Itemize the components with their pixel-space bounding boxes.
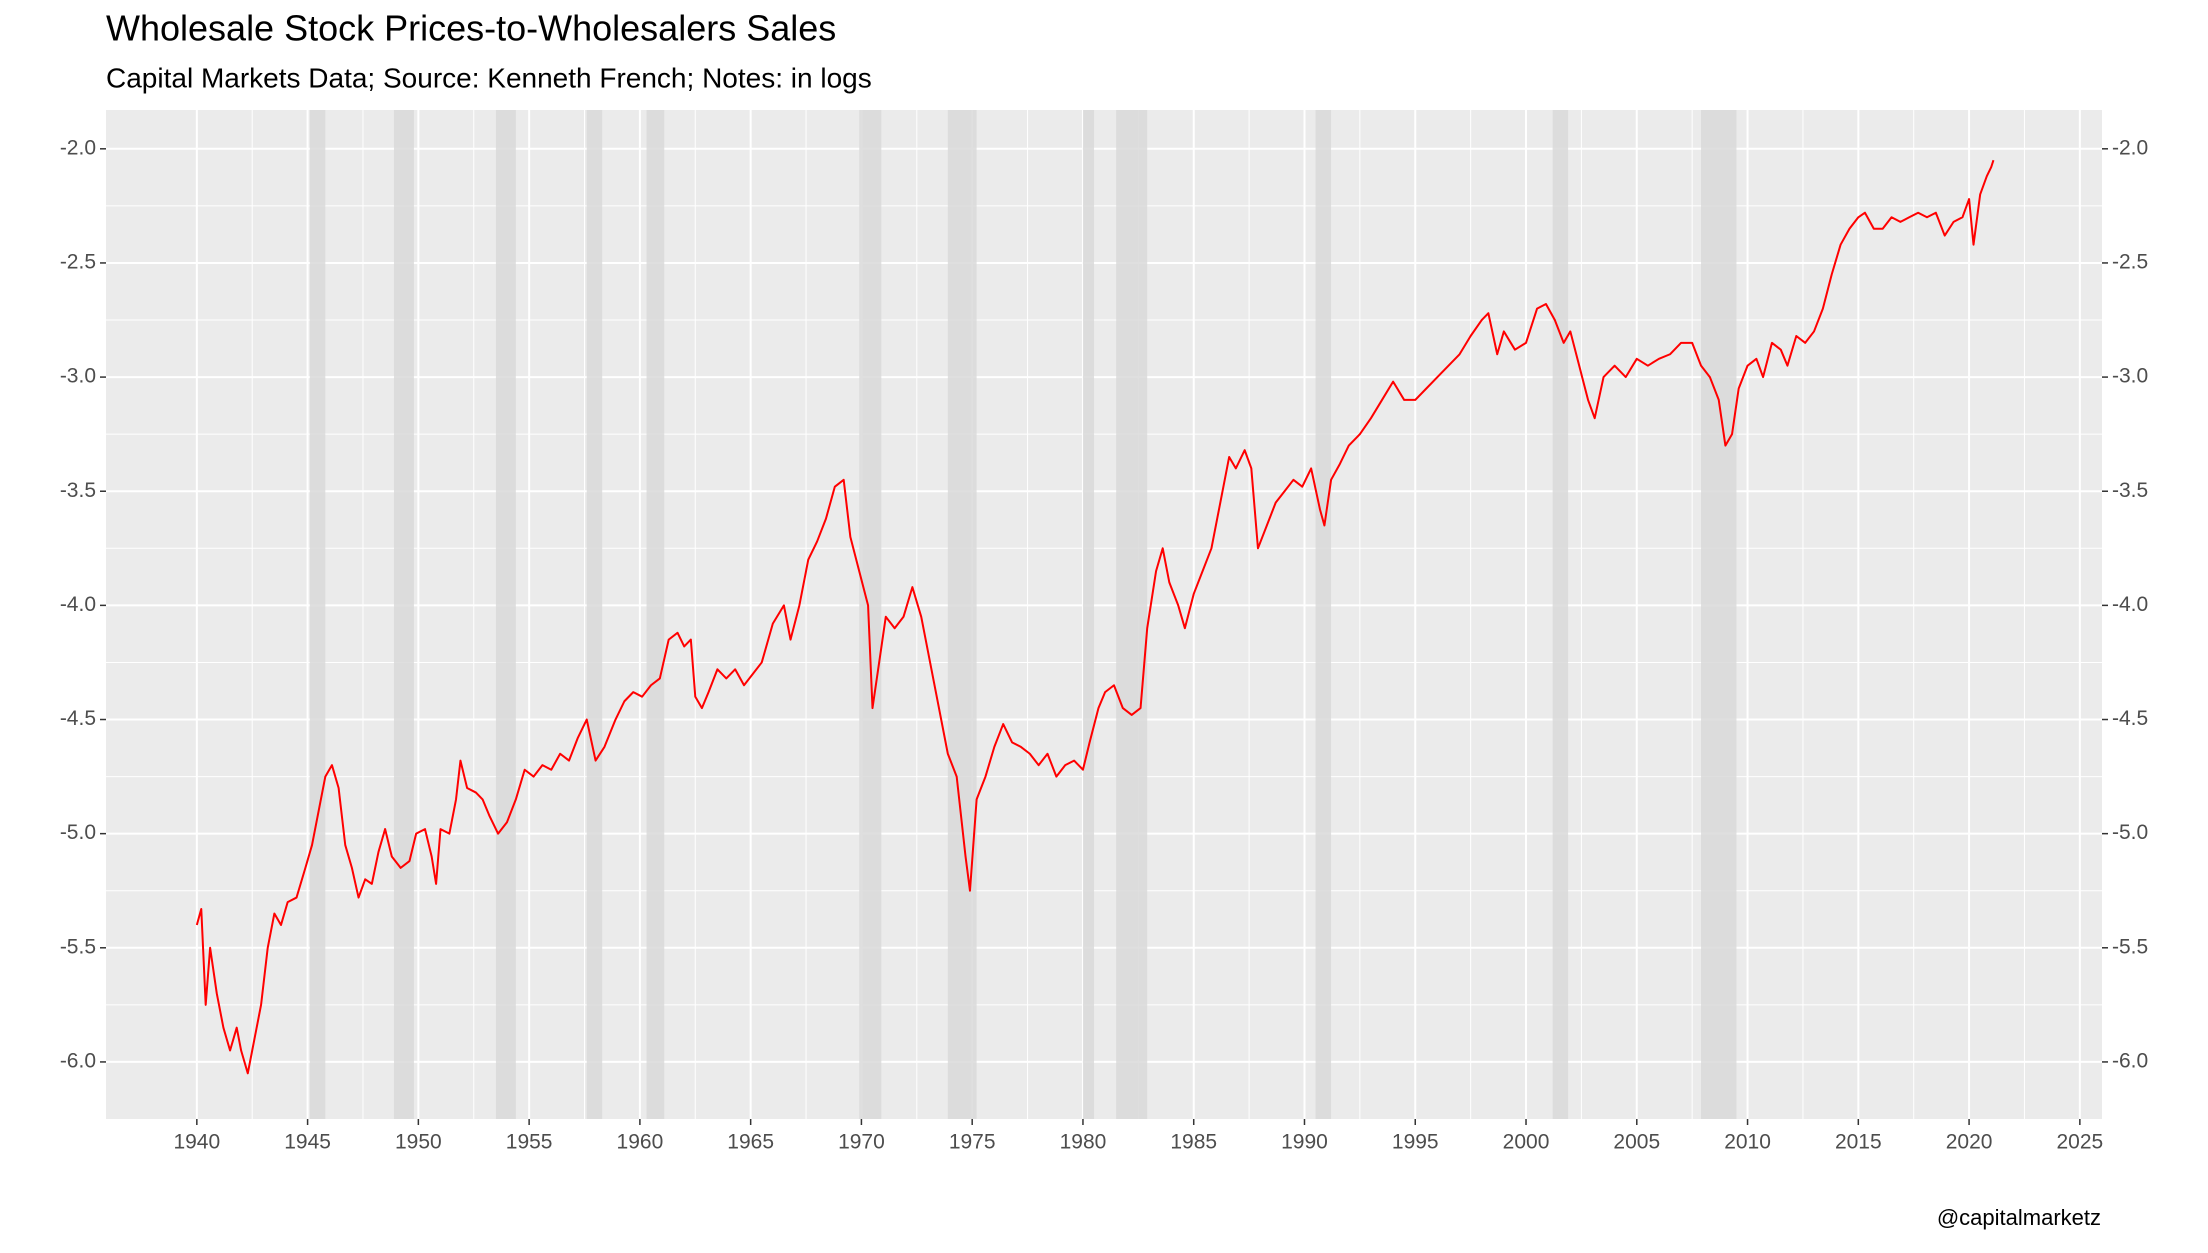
x-tick-label: 1940 — [173, 1131, 220, 1154]
x-tick-label: 2025 — [2056, 1131, 2103, 1154]
x-tick-label: 1945 — [284, 1131, 331, 1154]
recession-band — [646, 110, 665, 1119]
recession-band — [859, 110, 882, 1119]
y-tick-label: -5.0 — [60, 821, 96, 844]
y-tick-label: -6.0 — [60, 1049, 96, 1072]
x-tick-label: 1955 — [506, 1131, 553, 1154]
chart-subtitle: Capital Markets Data; Source: Kenneth Fr… — [106, 62, 872, 93]
recession-band — [1116, 110, 1148, 1119]
x-tick-label: 1965 — [727, 1131, 774, 1154]
x-tick-label: 1975 — [949, 1131, 996, 1154]
y-tick-label: -4.0 — [60, 593, 96, 616]
data-line — [195, 159, 1995, 1075]
y-tick-label: -5.5 — [60, 935, 96, 958]
y2-tick-label: -2.0 — [2112, 136, 2148, 159]
recession-band — [393, 110, 414, 1119]
y-tick-label: -4.5 — [60, 707, 96, 730]
y-tick-label: -3.5 — [60, 479, 96, 502]
y2-tick-label: -5.0 — [2112, 821, 2148, 844]
plot-panel — [106, 110, 2102, 1119]
y-tick-label: -3.0 — [60, 365, 96, 388]
recession-band — [309, 110, 326, 1119]
x-tick-label: 1950 — [395, 1131, 442, 1154]
y2-tick-label: -6.0 — [2112, 1049, 2148, 1072]
x-tick-label: 1970 — [838, 1131, 885, 1154]
x-tick-label: 2020 — [1946, 1131, 1993, 1154]
recession-band — [1315, 110, 1332, 1119]
x-tick-label: 2010 — [1724, 1131, 1771, 1154]
caption: @capitalmarketz — [1937, 1205, 2101, 1230]
y2-tick-label: -3.0 — [2112, 365, 2148, 388]
recession-band — [1082, 110, 1095, 1119]
x-tick-label: 1980 — [1060, 1131, 1107, 1154]
x-tick-label: 1995 — [1392, 1131, 1439, 1154]
y-tick-label: -2.5 — [60, 250, 96, 273]
recession-band — [495, 110, 516, 1119]
y2-tick-label: -4.5 — [2112, 707, 2148, 730]
recession-band — [947, 110, 977, 1119]
y2-tick-label: -4.0 — [2112, 593, 2148, 616]
chart-title: Wholesale Stock Prices-to-Wholesalers Sa… — [106, 8, 836, 49]
y2-tick-label: -3.5 — [2112, 479, 2148, 502]
x-tick-label: 1960 — [617, 1131, 664, 1154]
y2-tick-label: -5.5 — [2112, 935, 2148, 958]
x-tick-label: 1985 — [1170, 1131, 1217, 1154]
x-tick-label: 1990 — [1281, 1131, 1328, 1154]
recession-band — [586, 110, 603, 1119]
x-tick-label: 2005 — [1613, 1131, 1660, 1154]
y2-tick-label: -2.5 — [2112, 250, 2148, 273]
recession-band — [1552, 110, 1569, 1119]
x-tick-label: 2015 — [1835, 1131, 1882, 1154]
y-tick-label: -2.0 — [60, 136, 96, 159]
x-tick-label: 2000 — [1503, 1131, 1550, 1154]
recession-band — [1701, 110, 1737, 1119]
